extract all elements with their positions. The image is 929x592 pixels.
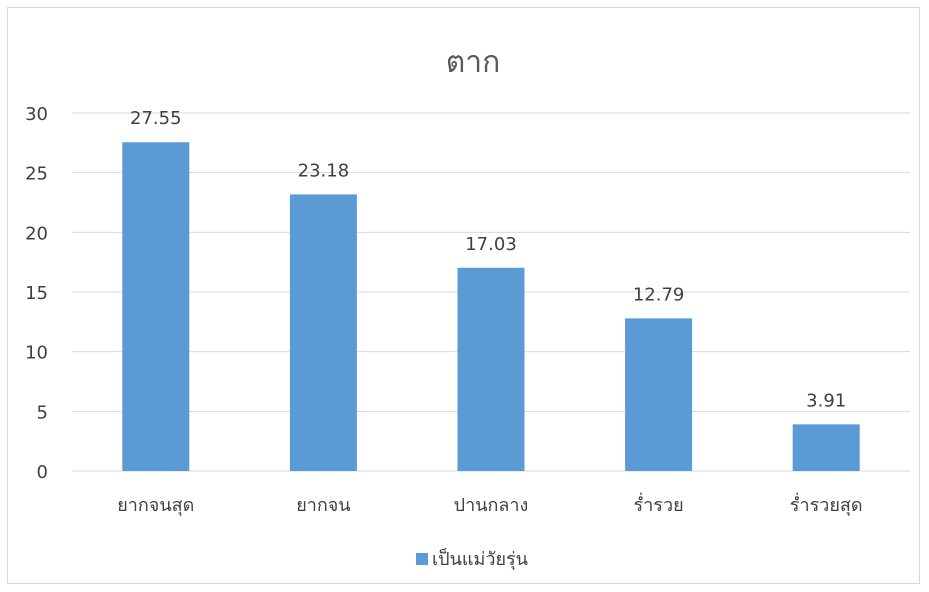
data-label: 17.03 <box>465 234 517 255</box>
y-tick-label: 30 <box>25 104 48 125</box>
bars <box>122 142 860 472</box>
x-tick-label: ร่ำรวย <box>634 492 684 516</box>
y-axis-ticks: 0 5 10 15 20 25 30 <box>25 104 48 483</box>
y-tick-label: 5 <box>37 402 48 423</box>
bar <box>457 267 525 471</box>
data-label: 3.91 <box>806 390 846 411</box>
y-tick-label: 25 <box>25 164 48 185</box>
data-label: 23.18 <box>298 160 350 181</box>
y-tick-label: 15 <box>25 283 48 304</box>
x-tick-label: ปานกลาง <box>454 495 529 516</box>
legend-label: เป็นแม่วัยรุ่น <box>432 547 528 570</box>
x-tick-label: ร่ำรวยสุด <box>790 492 863 516</box>
data-label: 27.55 <box>130 108 182 129</box>
x-axis-ticks: ยากจนสุด ยากจน ปานกลาง ร่ำรวย ร่ำรวยสุด <box>117 492 862 516</box>
x-tick-label: ยากจนสุด <box>117 495 194 516</box>
data-label: 12.79 <box>633 284 685 305</box>
legend: เป็นแม่วัยรุ่น <box>416 547 528 570</box>
y-tick-label: 0 <box>37 462 48 483</box>
data-labels: 27.55 23.18 17.03 12.79 3.91 <box>130 108 846 411</box>
grid-lines <box>72 112 910 472</box>
bar <box>122 142 190 471</box>
chart-title: ตาก <box>446 45 501 80</box>
bar <box>289 194 357 472</box>
legend-swatch <box>416 553 428 565</box>
bar <box>792 424 860 471</box>
y-tick-label: 10 <box>25 343 48 364</box>
x-tick-label: ยากจน <box>296 495 350 516</box>
y-tick-label: 20 <box>25 223 48 244</box>
bar <box>625 318 693 471</box>
